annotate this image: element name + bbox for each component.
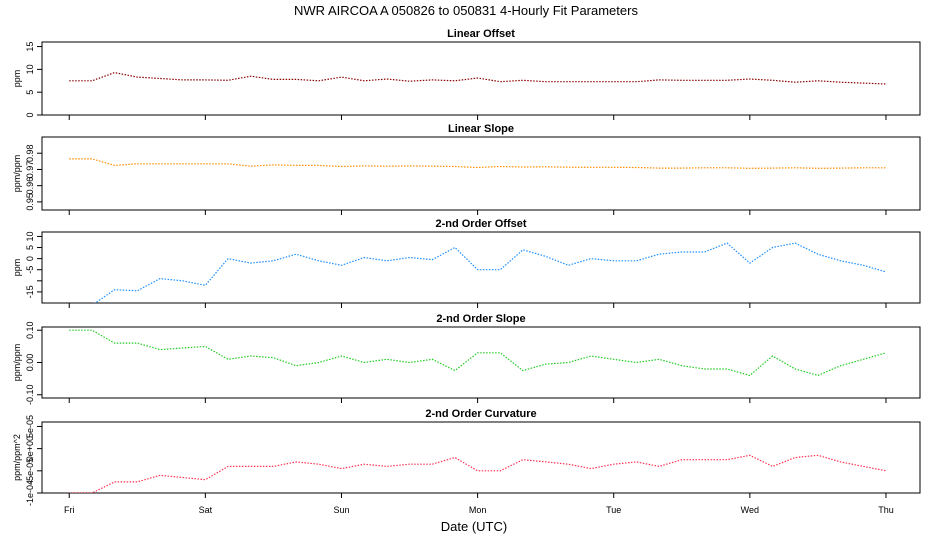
x-axis-label: Date (UTC) (441, 519, 507, 534)
y-tick-label: -5 (25, 266, 35, 274)
series-line (69, 454, 887, 493)
series-line (69, 329, 887, 377)
panel-frame (41, 421, 921, 494)
y-tick-label: 0 (25, 112, 35, 117)
y-tick-label: 0.98 (25, 144, 35, 162)
panel-title: 2-nd Order Offset (435, 218, 526, 230)
panel-title: Linear Offset (447, 28, 515, 40)
panel-frame (41, 136, 921, 211)
y-axis-label: ppm (12, 259, 22, 277)
y-tick-label: 0.96 (25, 177, 35, 195)
y-tick-label: 15 (25, 42, 35, 52)
figure-title: NWR AIRCOA A 050826 to 050831 4-Hourly F… (294, 3, 638, 18)
y-axis-label: ppm/ppm (12, 344, 22, 382)
panel-title: 2-nd Order Slope (436, 313, 525, 325)
y-tick-label: 0 (25, 256, 35, 261)
y-tick-label: -15 (25, 285, 35, 298)
y-tick-label: 10 (25, 64, 35, 74)
y-tick-label: 0.00 (25, 354, 35, 372)
y-tick-label: 5e-05 (25, 415, 35, 438)
y-axis-label: ppm (12, 70, 22, 88)
y-tick-label: -1e-04 (25, 480, 35, 506)
y-tick-label: 5 (25, 245, 35, 250)
y-axis-label: ppm/ppm (12, 155, 22, 193)
y-tick-label: 0.10 (25, 321, 35, 339)
series-line (69, 158, 886, 169)
x-tick-label: Sat (199, 505, 213, 515)
y-axis-label: ppm/ppm^2 (12, 434, 22, 481)
y-tick-label: 0e+00 (25, 436, 35, 461)
panel-frame (41, 41, 921, 116)
y-tick-label: 0.95 (25, 193, 35, 211)
y-tick-label: -0.10 (25, 385, 35, 406)
panel-frame (41, 326, 921, 399)
x-tick-label: Mon (469, 505, 487, 515)
y-tick-label: -5e-05 (25, 458, 35, 484)
x-tick-label: Tue (606, 505, 621, 515)
x-axis: Fri Sat Sun Mon Tue Wed Thu (64, 505, 894, 515)
panel-title: 2-nd Order Curvature (425, 408, 536, 420)
x-tick-label: Sun (333, 505, 349, 515)
y-tick-label: 5 (25, 90, 35, 95)
y-tick-label: 0.97 (25, 161, 35, 179)
series-line (94, 242, 887, 303)
panel-1: Linear Offset 0 5 10 15 ppm (12, 28, 921, 120)
panel-5: 2-nd Order Curvature -1e-04-5e-050e+005e-… (12, 408, 921, 506)
panel-title: Linear Slope (448, 123, 514, 135)
x-tick-label: Fri (64, 505, 75, 515)
panel-frame (41, 231, 921, 304)
y-tick-label: 10 (25, 231, 35, 241)
x-tick-label: Thu (878, 505, 894, 515)
series-line (69, 71, 887, 85)
x-tick-label: Wed (741, 505, 759, 515)
